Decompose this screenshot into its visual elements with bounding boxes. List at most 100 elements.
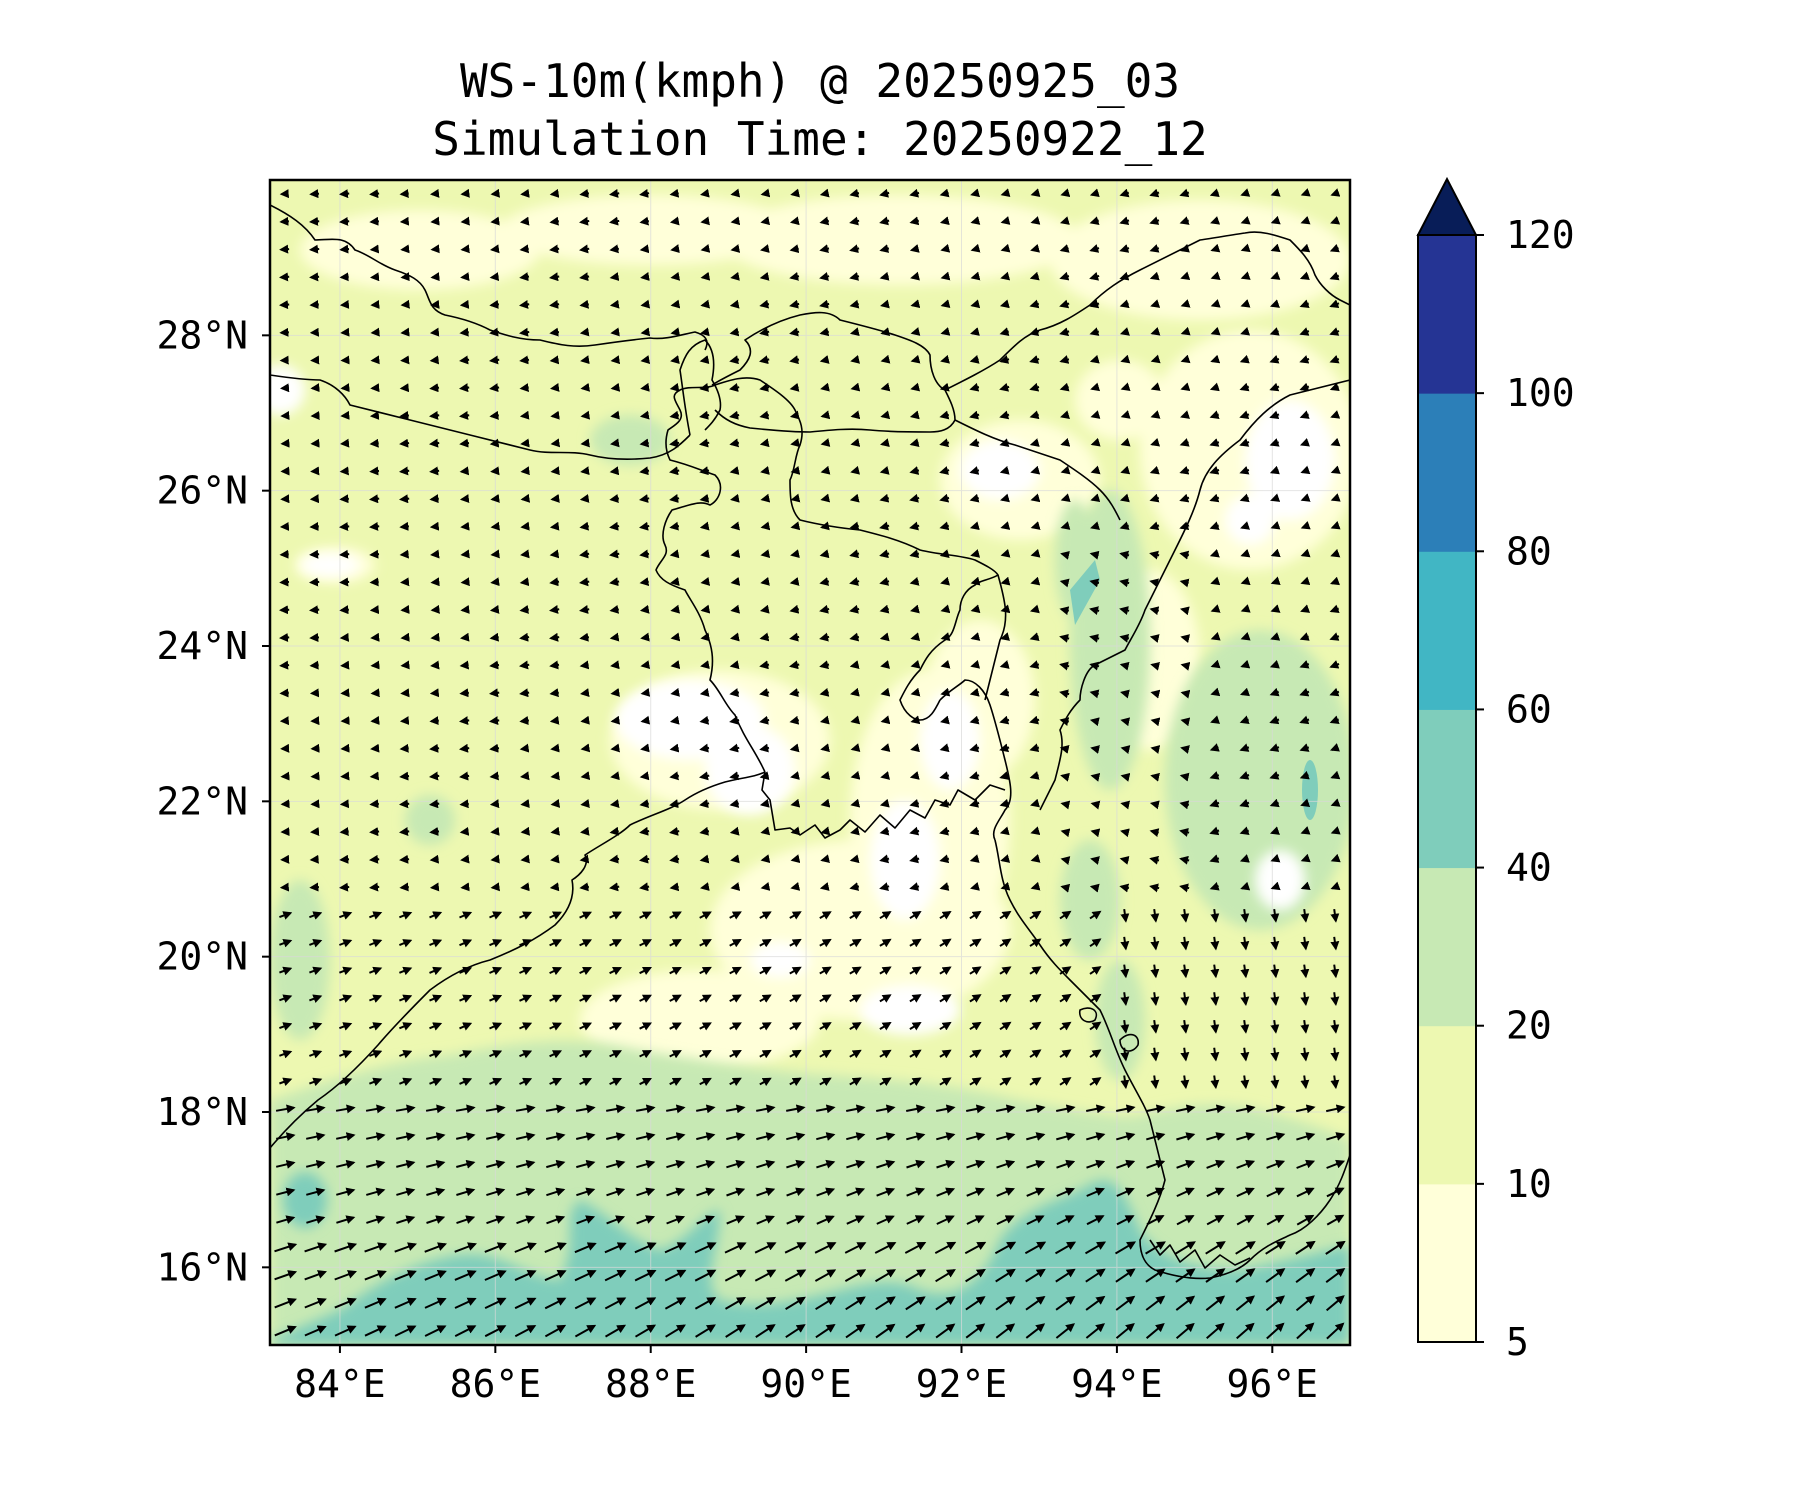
wind-arrow xyxy=(430,577,440,587)
wind-arrow xyxy=(550,743,560,753)
wind-arrow xyxy=(1179,855,1190,865)
wind-arrow xyxy=(1090,465,1101,475)
wind-arrow xyxy=(339,272,349,282)
wind-arrow xyxy=(1180,354,1191,364)
wind-arrow xyxy=(640,743,650,753)
wind-arrow xyxy=(966,1104,986,1114)
wind-arrow xyxy=(1059,1049,1072,1059)
wind-arrow xyxy=(816,1159,836,1169)
wind-arrow xyxy=(849,994,862,1003)
wind-arrow xyxy=(309,939,323,948)
wind-arrow xyxy=(879,826,890,836)
wind-arrow xyxy=(1029,910,1042,920)
wind-arrow xyxy=(519,688,530,698)
wind-arrow xyxy=(369,1050,383,1059)
wind-arrow xyxy=(400,244,410,254)
wind-arrow xyxy=(640,327,651,337)
wind-arrow xyxy=(879,911,892,920)
wind-arrow xyxy=(429,827,440,836)
wind-arrow xyxy=(969,938,982,948)
wind-arrow xyxy=(339,299,350,309)
wind-arrow xyxy=(1240,327,1251,336)
wind-arrow xyxy=(1210,326,1221,336)
wind-arrow xyxy=(756,1187,776,1197)
wind-arrow xyxy=(849,911,862,920)
wind-arrow xyxy=(1270,964,1280,979)
wind-arrow xyxy=(876,1159,896,1169)
wind-arrow xyxy=(700,632,711,642)
wind-arrow xyxy=(309,660,319,670)
wind-arrow xyxy=(1330,437,1341,447)
wind-arrow xyxy=(489,994,503,1003)
wind-arrow xyxy=(816,1132,836,1141)
wind-arrow xyxy=(849,216,860,226)
wind-arrow xyxy=(370,715,380,725)
wind-arrow xyxy=(699,994,712,1003)
wind-arrow xyxy=(1235,1104,1256,1114)
map-area xyxy=(270,180,1350,1345)
wind-arrow xyxy=(789,743,800,753)
wind-arrow xyxy=(429,911,443,920)
wind-arrow xyxy=(369,854,380,864)
wind-arrow xyxy=(939,438,950,448)
wind-arrow xyxy=(279,244,290,254)
wind-arrow xyxy=(669,410,680,420)
wind-arrow xyxy=(819,938,832,948)
wind-arrow xyxy=(760,854,771,864)
wind-arrow xyxy=(1269,687,1280,697)
wind-arrow xyxy=(669,743,680,753)
wind-arrow xyxy=(1090,745,1100,754)
wind-arrow xyxy=(1116,1187,1135,1197)
wind-arrow xyxy=(489,272,500,282)
wind-arrow xyxy=(550,383,560,392)
wind-arrow xyxy=(279,994,293,1003)
wind-arrow xyxy=(759,271,770,281)
wind-arrow xyxy=(1299,632,1310,641)
wind-arrow xyxy=(609,911,623,920)
wind-arrow xyxy=(460,216,470,226)
wind-arrow xyxy=(1029,632,1040,642)
wind-arrow xyxy=(1120,828,1130,838)
wind-arrow xyxy=(400,327,410,337)
wind-arrow xyxy=(609,854,620,864)
wind-arrow xyxy=(1089,550,1100,560)
wind-arrow xyxy=(1150,1075,1160,1090)
wind-arrow xyxy=(759,966,772,976)
wind-arrow xyxy=(639,826,650,836)
field-below-5-patches xyxy=(270,365,1335,1035)
wind-arrow xyxy=(579,966,593,976)
wind-arrow xyxy=(580,771,591,781)
wind-arrow xyxy=(939,466,950,475)
wind-arrow xyxy=(1179,606,1190,616)
wind-arrow xyxy=(429,994,443,1003)
wind-arrow xyxy=(1239,826,1250,836)
wind-arrow xyxy=(880,327,891,336)
wind-arrow xyxy=(399,827,410,837)
wind-arrow xyxy=(999,438,1010,448)
wind-arrow xyxy=(1210,271,1221,280)
wind-arrow xyxy=(759,1077,772,1087)
wind-arrow xyxy=(609,188,620,198)
wind-arrow xyxy=(1210,659,1221,669)
wind-arrow xyxy=(1000,881,1011,891)
wind-arrow xyxy=(1179,466,1190,475)
wind-arrow xyxy=(906,1187,926,1197)
wind-arrow xyxy=(310,827,320,837)
wind-arrow xyxy=(546,1159,566,1169)
wind-arrow xyxy=(339,1022,353,1031)
lon-tick-label: 92°E xyxy=(916,1362,1008,1406)
wind-arrow xyxy=(999,465,1010,475)
wind-arrow xyxy=(669,966,682,976)
wind-arrow xyxy=(670,687,681,697)
wind-arrow xyxy=(1210,908,1220,923)
wind-arrow xyxy=(759,383,770,392)
wind-arrow xyxy=(1300,465,1311,475)
wind-arrow xyxy=(1179,243,1190,253)
colorbar-segment xyxy=(1418,1025,1476,1185)
wind-arrow xyxy=(369,1077,383,1087)
wind-arrow xyxy=(369,189,380,199)
wind-arrow xyxy=(1146,1132,1166,1141)
wind-arrow xyxy=(1000,632,1011,641)
wind-arrow xyxy=(549,994,563,1003)
wind-arrow xyxy=(279,1077,293,1087)
